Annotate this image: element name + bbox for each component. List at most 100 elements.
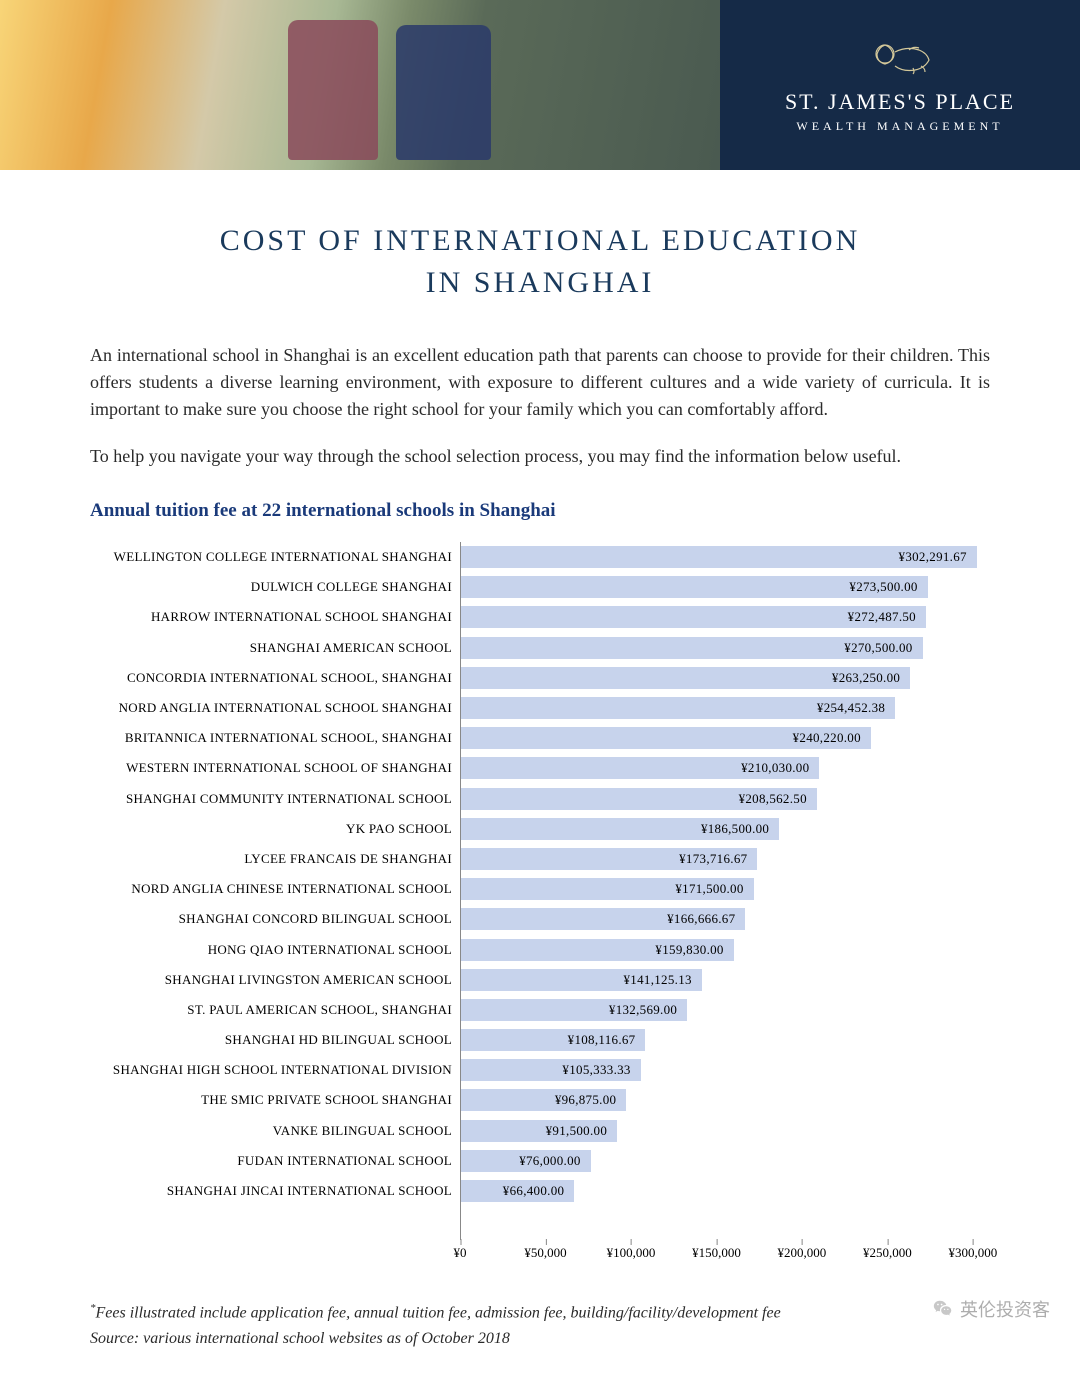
- x-axis-tick: ¥300,000: [949, 1245, 998, 1261]
- bar-value-label: ¥273,500.00: [849, 579, 917, 595]
- chart-row-label: SHANGHAI JINCAI INTERNATIONAL SCHOOL: [90, 1176, 460, 1206]
- chart-bar: ¥171,500.00: [461, 878, 754, 900]
- chart-bar-row: ¥96,875.00: [461, 1085, 990, 1115]
- school-label: DULWICH COLLEGE SHANGHAI: [90, 579, 460, 595]
- chart-plot-area: ¥302,291.67 ¥273,500.00 ¥272,487.50 ¥270,50…: [460, 542, 990, 1240]
- school-label: HARROW INTERNATIONAL SCHOOL SHANGHAI: [90, 609, 460, 625]
- chart-bar: ¥159,830.00: [461, 939, 734, 961]
- bar-value-label: ¥171,500.00: [675, 881, 743, 897]
- chart-bar: ¥66,400.00: [461, 1180, 574, 1202]
- footnote-fees: *Fees illustrated include application fe…: [90, 1300, 990, 1326]
- chart-row-label: HARROW INTERNATIONAL SCHOOL SHANGHAI: [90, 602, 460, 632]
- x-axis-tick: ¥0: [454, 1245, 467, 1261]
- chart-bar-row: ¥66,400.00: [461, 1176, 990, 1206]
- chart-bar: ¥254,452.38: [461, 697, 895, 719]
- bar-value-label: ¥254,452.38: [817, 700, 885, 716]
- x-axis-tick: ¥150,000: [692, 1245, 741, 1261]
- chart-row-label: YK PAO SCHOOL: [90, 814, 460, 844]
- wechat-icon: [932, 1298, 954, 1320]
- banner: ST. JAMES'S PLACE WEALTH MANAGEMENT: [0, 0, 1080, 170]
- chart-bar-row: ¥159,830.00: [461, 934, 990, 964]
- x-axis-tick-label: ¥100,000: [607, 1245, 656, 1260]
- school-label: SHANGHAI HIGH SCHOOL INTERNATIONAL DIVIS…: [90, 1062, 460, 1078]
- page: ST. JAMES'S PLACE WEALTH MANAGEMENT COST…: [0, 0, 1080, 1392]
- school-label: SHANGHAI CONCORD BILINGUAL SCHOOL: [90, 911, 460, 927]
- bar-value-label: ¥159,830.00: [655, 942, 723, 958]
- bar-value-label: ¥208,562.50: [739, 791, 807, 807]
- bar-value-label: ¥186,500.00: [701, 821, 769, 837]
- chart-bar-row: ¥240,220.00: [461, 723, 990, 753]
- chart-row-label: HONG QIAO INTERNATIONAL SCHOOL: [90, 934, 460, 964]
- chart-row-label: NORD ANGLIA INTERNATIONAL SCHOOL SHANGHA…: [90, 693, 460, 723]
- banner-photo: [0, 0, 720, 170]
- chart-row-label: SHANGHAI LIVINGSTON AMERICAN SCHOOL: [90, 965, 460, 995]
- bar-value-label: ¥263,250.00: [832, 670, 900, 686]
- x-axis-tick-label: ¥200,000: [778, 1245, 827, 1260]
- brand-panel: ST. JAMES'S PLACE WEALTH MANAGEMENT: [720, 0, 1080, 170]
- school-label: HONG QIAO INTERNATIONAL SCHOOL: [90, 942, 460, 958]
- chart-bar: ¥108,116.67: [461, 1029, 645, 1051]
- bar-value-label: ¥96,875.00: [555, 1092, 617, 1108]
- chart-row-label: SHANGHAI AMERICAN SCHOOL: [90, 633, 460, 663]
- chart-row-label: SHANGHAI HD BILINGUAL SCHOOL: [90, 1025, 460, 1055]
- chart-bar: ¥240,220.00: [461, 727, 871, 749]
- chart-row-label: WESTERN INTERNATIONAL SCHOOL OF SHANGHAI: [90, 753, 460, 783]
- chart-bar-row: ¥91,500.00: [461, 1116, 990, 1146]
- bar-value-label: ¥141,125.13: [624, 972, 692, 988]
- chart-bar: ¥166,666.67: [461, 908, 745, 930]
- footnotes: *Fees illustrated include application fe…: [0, 1270, 1080, 1392]
- bar-value-label: ¥210,030.00: [741, 760, 809, 776]
- chart-bars: ¥302,291.67 ¥273,500.00 ¥272,487.50 ¥270,50…: [460, 542, 990, 1240]
- chart-bar-row: ¥210,030.00: [461, 753, 990, 783]
- chart-row-label: DULWICH COLLEGE SHANGHAI: [90, 572, 460, 602]
- chart-row-label: FUDAN INTERNATIONAL SCHOOL: [90, 1146, 460, 1176]
- x-axis-tick-label: ¥0: [454, 1245, 467, 1260]
- chart-bar-row: ¥141,125.13: [461, 965, 990, 995]
- bar-value-label: ¥132,569.00: [609, 1002, 677, 1018]
- intro-paragraph-1: An international school in Shanghai is a…: [90, 342, 990, 423]
- content: COST OF INTERNATIONAL EDUCATION IN SHANG…: [0, 170, 1080, 1270]
- school-label: CONCORDIA INTERNATIONAL SCHOOL, SHANGHAI: [90, 670, 460, 686]
- chart-row-label: BRITANNICA INTERNATIONAL SCHOOL, SHANGHA…: [90, 723, 460, 753]
- bar-value-label: ¥108,116.67: [568, 1032, 636, 1048]
- chart-bar-row: ¥302,291.67: [461, 542, 990, 572]
- tuition-bar-chart: WELLINGTON COLLEGE INTERNATIONAL SHANGHA…: [90, 542, 990, 1240]
- chart-bar-row: ¥273,500.00: [461, 572, 990, 602]
- chart-row-label: SHANGHAI COMMUNITY INTERNATIONAL SCHOOL: [90, 784, 460, 814]
- chart-row-label: SHANGHAI CONCORD BILINGUAL SCHOOL: [90, 904, 460, 934]
- watermark: 英伦投资客: [932, 1296, 1050, 1322]
- brand-sub: WEALTH MANAGEMENT: [796, 119, 1003, 134]
- x-axis-tick: ¥200,000: [778, 1245, 827, 1261]
- brand-name: ST. JAMES'S PLACE: [785, 89, 1015, 115]
- chart-bar: ¥302,291.67: [461, 546, 977, 568]
- bar-value-label: ¥272,487.50: [848, 609, 916, 625]
- x-axis-tick: ¥50,000: [524, 1245, 566, 1261]
- chart-bar: ¥91,500.00: [461, 1120, 617, 1142]
- school-label: NORD ANGLIA INTERNATIONAL SCHOOL SHANGHA…: [90, 700, 460, 716]
- school-label: BRITANNICA INTERNATIONAL SCHOOL, SHANGHA…: [90, 730, 460, 746]
- bar-value-label: ¥76,000.00: [519, 1153, 581, 1169]
- chart-bar-row: ¥132,569.00: [461, 995, 990, 1025]
- chart-bar: ¥272,487.50: [461, 606, 926, 628]
- bar-value-label: ¥66,400.00: [503, 1183, 565, 1199]
- chart-subtitle: Annual tuition fee at 22 international s…: [90, 500, 990, 522]
- chart-bar: ¥105,333.33: [461, 1059, 641, 1081]
- school-label: SHANGHAI JINCAI INTERNATIONAL SCHOOL: [90, 1183, 460, 1199]
- bar-value-label: ¥91,500.00: [546, 1123, 608, 1139]
- chart-row-label: LYCEE FRANCAIS DE SHANGHAI: [90, 844, 460, 874]
- chart-bar-row: ¥270,500.00: [461, 633, 990, 663]
- bar-value-label: ¥270,500.00: [844, 640, 912, 656]
- school-label: VANKE BILINGUAL SCHOOL: [90, 1123, 460, 1139]
- school-label: ST. PAUL AMERICAN SCHOOL, SHANGHAI: [90, 1002, 460, 1018]
- school-label: YK PAO SCHOOL: [90, 821, 460, 837]
- chart-bar: ¥270,500.00: [461, 637, 923, 659]
- x-axis-tick-label: ¥150,000: [692, 1245, 741, 1260]
- chart-bar: ¥210,030.00: [461, 757, 819, 779]
- chart-bar-row: ¥272,487.50: [461, 602, 990, 632]
- chart-row-label: WELLINGTON COLLEGE INTERNATIONAL SHANGHA…: [90, 542, 460, 572]
- x-axis-tick: ¥250,000: [863, 1245, 912, 1261]
- school-label: SHANGHAI AMERICAN SCHOOL: [90, 640, 460, 656]
- chart-x-axis: ¥0¥50,000¥100,000¥150,000¥200,000¥250,00…: [460, 1244, 990, 1274]
- x-axis-tick-label: ¥50,000: [524, 1245, 566, 1260]
- chart-bar: ¥96,875.00: [461, 1089, 626, 1111]
